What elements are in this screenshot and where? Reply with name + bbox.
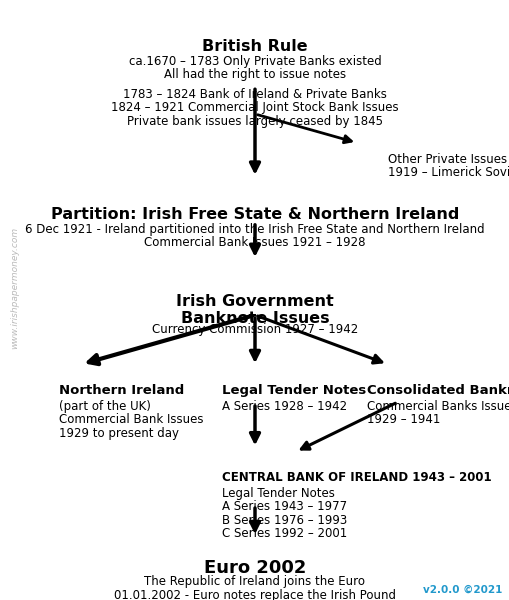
Text: Consolidated Banknotes: Consolidated Banknotes	[366, 384, 509, 397]
Text: 1929 – 1941: 1929 – 1941	[366, 413, 440, 427]
Text: Irish Government
Banknote Issues: Irish Government Banknote Issues	[176, 294, 333, 326]
Text: Northern Ireland: Northern Ireland	[59, 384, 184, 397]
Text: ca.1670 – 1783 Only Private Banks existed: ca.1670 – 1783 Only Private Banks existe…	[128, 55, 381, 68]
Text: All had the right to issue notes: All had the right to issue notes	[163, 68, 346, 82]
Text: British Rule: British Rule	[202, 39, 307, 54]
Text: Other Private Issues: Other Private Issues	[387, 153, 506, 166]
Text: 1824 – 1921 Commercial Joint Stock Bank Issues: 1824 – 1921 Commercial Joint Stock Bank …	[111, 101, 398, 115]
Text: Legal Tender Notes: Legal Tender Notes	[221, 487, 334, 500]
Text: (part of the UK): (part of the UK)	[59, 400, 150, 413]
Text: v2.0.0 ©2021: v2.0.0 ©2021	[422, 585, 501, 595]
Text: Currency Commission 1927 – 1942: Currency Commission 1927 – 1942	[152, 323, 357, 337]
Text: 01.01.2002 - Euro notes replace the Irish Pound: 01.01.2002 - Euro notes replace the Iris…	[114, 589, 395, 600]
Text: 1929 to present day: 1929 to present day	[59, 427, 178, 440]
Text: 6 Dec 1921 - Ireland partitioned into the Irish Free State and Northern Ireland: 6 Dec 1921 - Ireland partitioned into th…	[25, 223, 484, 236]
Text: A Series 1943 – 1977: A Series 1943 – 1977	[221, 500, 346, 514]
Text: CENTRAL BANK OF IRELAND 1943 – 2001: CENTRAL BANK OF IRELAND 1943 – 2001	[221, 471, 491, 484]
Text: Commercial Bank Issues: Commercial Bank Issues	[59, 413, 203, 427]
Text: 1919 – Limerick Soviet: 1919 – Limerick Soviet	[387, 166, 509, 179]
Text: Legal Tender Notes: Legal Tender Notes	[221, 384, 365, 397]
Text: B Series 1976 – 1993: B Series 1976 – 1993	[221, 514, 347, 527]
Text: Partition: Irish Free State & Northern Ireland: Partition: Irish Free State & Northern I…	[51, 207, 458, 222]
Text: www.irishpapermoney.com: www.irishpapermoney.com	[10, 227, 19, 349]
Text: Commercial Bank Issues 1921 – 1928: Commercial Bank Issues 1921 – 1928	[144, 236, 365, 250]
Text: 1783 – 1824 Bank of Ireland & Private Banks: 1783 – 1824 Bank of Ireland & Private Ba…	[123, 88, 386, 101]
Text: C Series 1992 – 2001: C Series 1992 – 2001	[221, 527, 347, 540]
Text: A Series 1928 – 1942: A Series 1928 – 1942	[221, 400, 346, 413]
Text: Euro 2002: Euro 2002	[204, 559, 305, 577]
Text: Private bank issues largely ceased by 1845: Private bank issues largely ceased by 18…	[127, 115, 382, 128]
Text: The Republic of Ireland joins the Euro: The Republic of Ireland joins the Euro	[144, 575, 365, 589]
Text: Commercial Banks Issue: Commercial Banks Issue	[366, 400, 509, 413]
